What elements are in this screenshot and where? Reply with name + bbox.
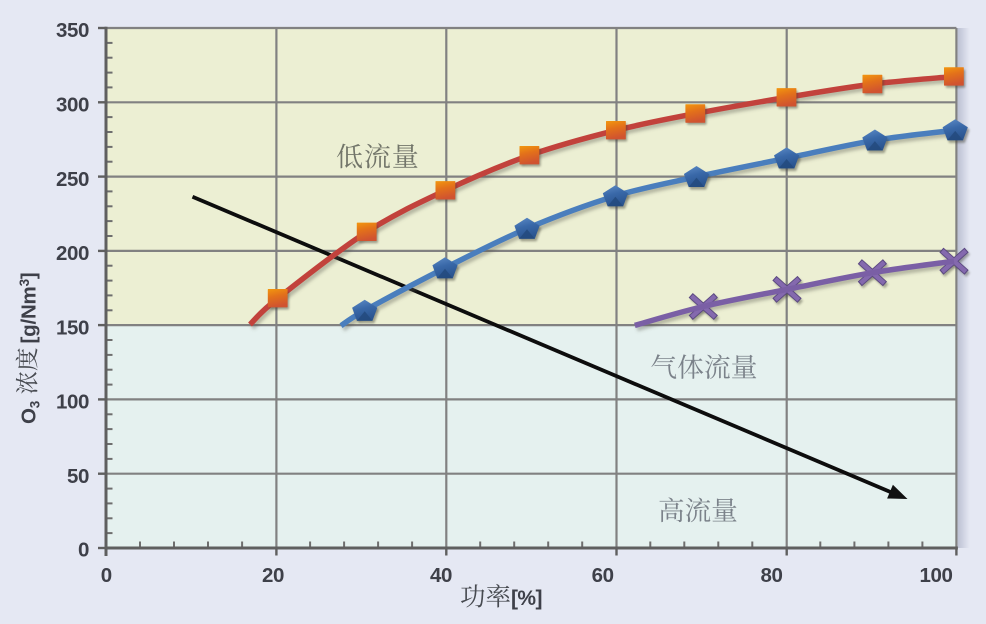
svg-text:40: 40	[430, 564, 452, 587]
svg-text:100: 100	[56, 391, 89, 414]
svg-text:60: 60	[592, 564, 614, 587]
svg-text:80: 80	[760, 564, 782, 587]
svg-text:20: 20	[262, 564, 284, 587]
svg-text:250: 250	[56, 168, 89, 191]
svg-text:[g/Nm3]: [g/Nm3]	[17, 272, 41, 343]
svg-text:0: 0	[101, 564, 112, 587]
svg-text:50: 50	[67, 465, 89, 488]
svg-text:200: 200	[56, 242, 89, 265]
svg-text:0: 0	[78, 539, 89, 562]
svg-text:[%]: [%]	[511, 587, 542, 610]
svg-text:150: 150	[56, 316, 89, 339]
svg-text:350: 350	[56, 19, 89, 42]
svg-text:300: 300	[56, 94, 89, 117]
svg-text:100: 100	[919, 564, 952, 587]
